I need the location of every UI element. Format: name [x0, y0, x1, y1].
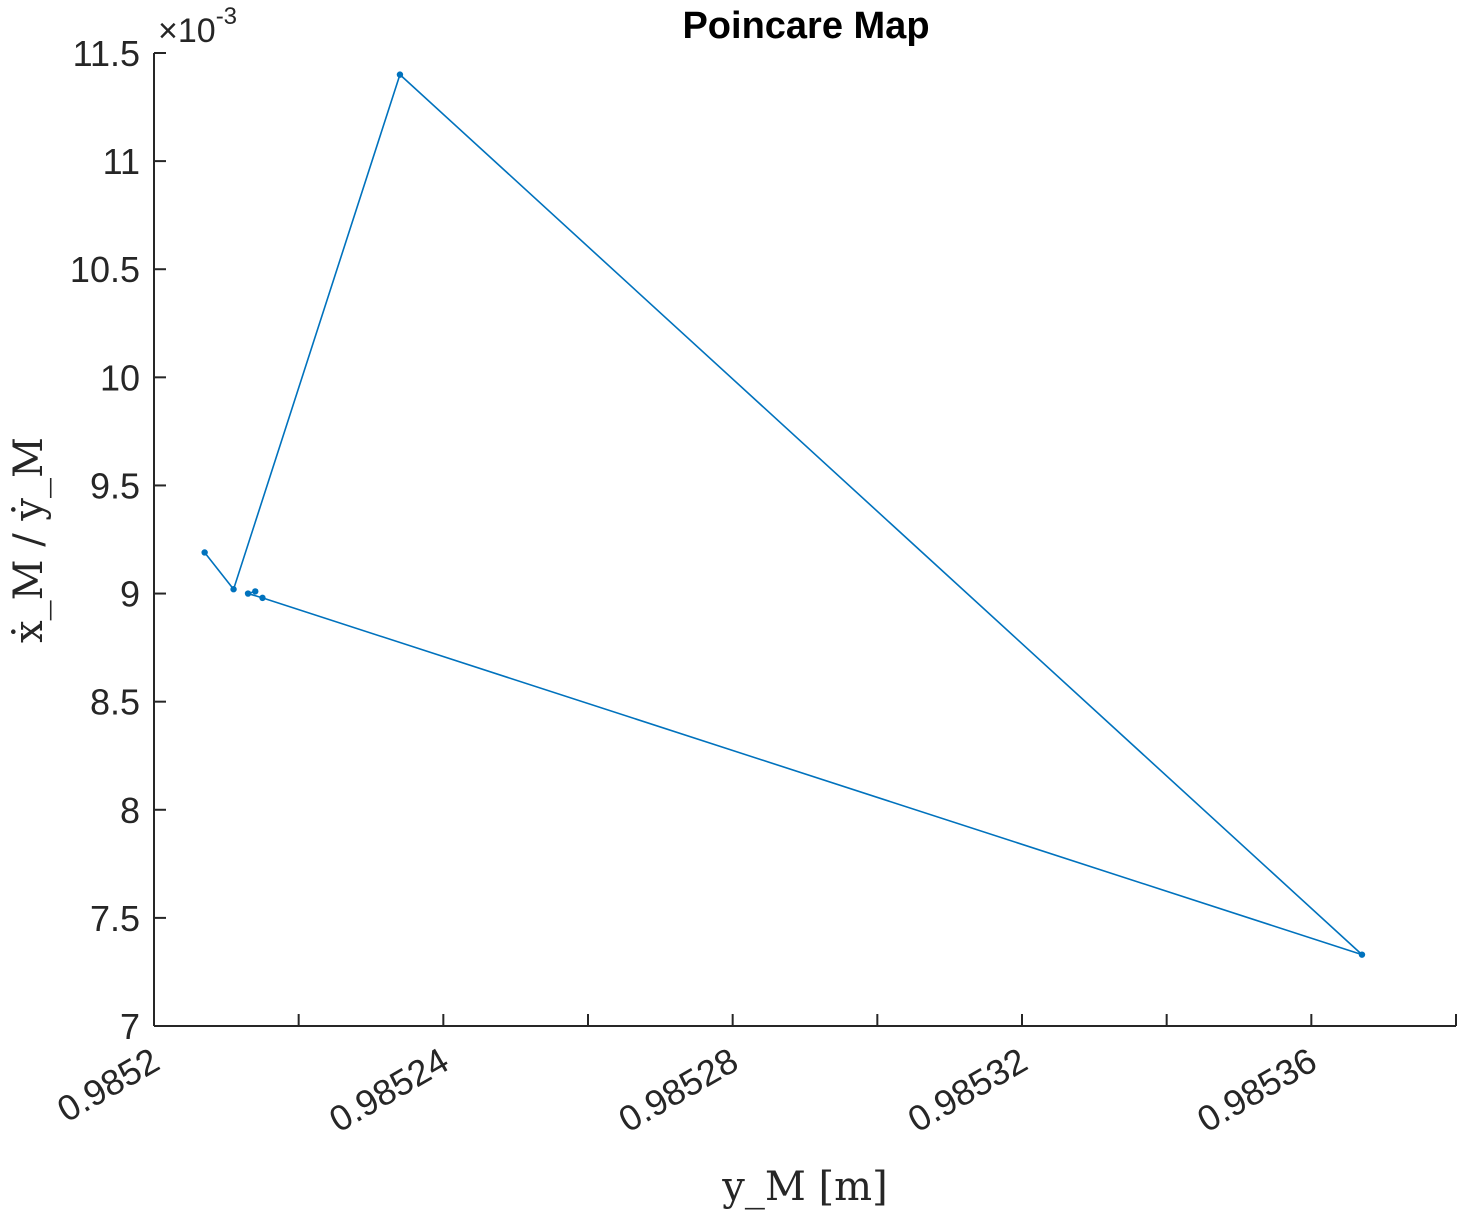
- series-line: [204, 73, 1363, 956]
- data-point: [252, 588, 259, 595]
- x-tick-label: 0.9852: [50, 1039, 166, 1130]
- y-exponent-label: ×10-3: [158, 3, 237, 50]
- data-point: [244, 590, 252, 597]
- data-point: [259, 594, 266, 602]
- y-tick-label: 10: [100, 357, 140, 398]
- y-tick-label: 10.5: [70, 249, 140, 290]
- y-ticks: 7 7.5 8 8.5 9 9.5 10 10.5 11 11.5: [70, 33, 166, 1047]
- y-tick-label: 7.5: [90, 898, 140, 939]
- chart-title: Poincare Map: [682, 5, 929, 47]
- y-tick-label: 8.5: [90, 682, 140, 723]
- y-tick-label: 11.5: [73, 33, 140, 74]
- x-axis-label: y_M [m]: [721, 1164, 887, 1210]
- y-tick-label: 11: [103, 141, 140, 182]
- y-exponent-power: -3: [216, 3, 237, 30]
- x-tick-label: 0.98536: [1190, 1039, 1323, 1140]
- data-point: [1358, 951, 1366, 958]
- y-tick-label: 9.5: [90, 465, 140, 506]
- y-tick-label: 7: [120, 1006, 140, 1047]
- series: [201, 71, 1366, 958]
- data-point: [230, 586, 237, 593]
- y-tick-label: 9: [120, 574, 140, 615]
- y-exponent-base: ×10: [158, 12, 216, 50]
- data-point: [201, 549, 208, 556]
- x-tick-label: 0.98524: [322, 1039, 455, 1140]
- x-tick-label: 0.98528: [611, 1039, 744, 1140]
- y-axis-label: ẋ_M / ẏ_M: [6, 437, 52, 643]
- y-tick-label: 8: [120, 790, 140, 831]
- x-ticks: 0.9852 0.98524 0.98528 0.98532 0.98536: [50, 1014, 1457, 1140]
- x-tick-label: 0.98532: [901, 1039, 1034, 1140]
- axes: [153, 53, 1456, 1027]
- data-point: [396, 71, 404, 78]
